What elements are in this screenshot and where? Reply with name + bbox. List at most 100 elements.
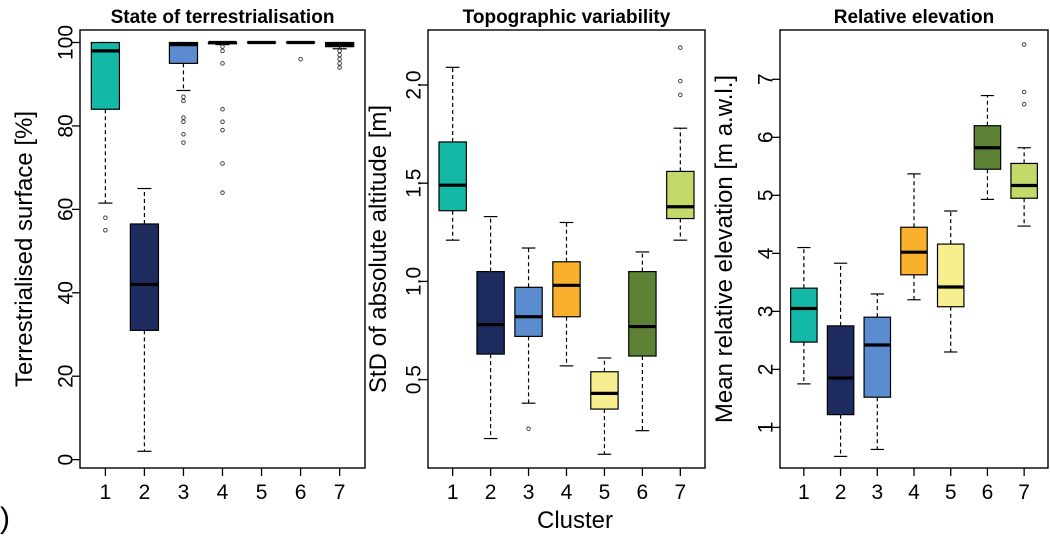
x-tick-label: 7 bbox=[334, 481, 346, 504]
iqr-box bbox=[90, 41, 121, 110]
panel-3: Relative elevation Mean relative elevatio… bbox=[711, 7, 1049, 504]
outlier-point bbox=[181, 119, 186, 125]
x-tick-label: 7 bbox=[674, 481, 686, 504]
outlier-point bbox=[181, 140, 186, 145]
x-tick-label: 3 bbox=[523, 481, 535, 504]
x-tick-label: 4 bbox=[561, 481, 573, 504]
box-cluster-4 bbox=[207, 40, 238, 195]
x-tick-label: 1 bbox=[100, 481, 112, 504]
y-tick-label: 80 bbox=[55, 114, 78, 137]
box-cluster-3 bbox=[168, 41, 199, 145]
outlier-point bbox=[678, 78, 683, 84]
outlier-point bbox=[678, 92, 683, 98]
x-tick-label: 5 bbox=[945, 481, 957, 504]
outlier-point bbox=[337, 61, 342, 66]
y-tick-label: 100 bbox=[55, 25, 78, 60]
outlier-point bbox=[1021, 42, 1027, 47]
iqr-box bbox=[666, 170, 695, 220]
y-tick-label: 2 bbox=[755, 364, 778, 376]
y-tick-label: 1.5 bbox=[403, 169, 426, 198]
box-cluster-5 bbox=[936, 210, 965, 353]
iqr-box bbox=[936, 243, 965, 308]
iqr-box bbox=[790, 287, 818, 343]
x-tick-label: 2 bbox=[835, 481, 847, 504]
box-cluster-6 bbox=[973, 94, 1002, 200]
box-cluster-2 bbox=[129, 187, 160, 452]
iqr-box bbox=[476, 270, 505, 355]
iqr-box bbox=[514, 286, 543, 338]
y-tick-label: 5 bbox=[755, 189, 778, 201]
x-tick-label: 4 bbox=[908, 481, 920, 504]
y-tick-label: 1 bbox=[755, 422, 778, 434]
panel-title: State of terrestrialisation bbox=[111, 7, 335, 28]
box-cluster-3 bbox=[863, 293, 892, 451]
outlier-point bbox=[103, 227, 108, 233]
outlier-point bbox=[1021, 102, 1027, 107]
iqr-box bbox=[1010, 162, 1038, 199]
y-tick-label: 40 bbox=[55, 281, 78, 304]
box-cluster-1 bbox=[790, 246, 818, 385]
box-cluster-7 bbox=[666, 45, 695, 241]
outlier-point bbox=[181, 132, 186, 137]
x-tick-label: 6 bbox=[637, 481, 649, 504]
x-tick-label: 5 bbox=[599, 481, 611, 504]
box-cluster-2 bbox=[826, 262, 855, 457]
outlier-point bbox=[337, 65, 342, 70]
outlier-point bbox=[220, 161, 225, 166]
outlier-point bbox=[220, 107, 225, 112]
outlier-point bbox=[220, 44, 225, 49]
panel-title: Relative elevation bbox=[834, 7, 995, 28]
outlier-point bbox=[181, 98, 186, 104]
y-tick-label: 3 bbox=[755, 306, 778, 318]
iqr-box bbox=[826, 325, 855, 416]
y-tick-label: 2.0 bbox=[403, 70, 426, 99]
box-cluster-5 bbox=[590, 357, 619, 455]
box-cluster-7 bbox=[324, 41, 355, 70]
x-tick-label: 6 bbox=[295, 481, 307, 504]
iqr-box bbox=[552, 261, 581, 318]
iqr-box bbox=[863, 316, 892, 398]
box-cluster-1 bbox=[90, 41, 121, 233]
box-cluster-1 bbox=[438, 66, 467, 241]
iqr-box bbox=[129, 223, 160, 331]
y-axis-label: StD of absolute altitude [m] bbox=[365, 105, 392, 393]
box-cluster-6 bbox=[628, 251, 657, 432]
x-axis-label: Cluster bbox=[537, 507, 613, 534]
x-tick-label: 3 bbox=[178, 481, 190, 504]
iqr-box bbox=[628, 270, 657, 357]
box-cluster-3 bbox=[514, 247, 543, 431]
panel-1: State of terrestrialisation Terrestrialis… bbox=[11, 7, 366, 504]
box-cluster-2 bbox=[476, 215, 505, 440]
plot-frame bbox=[79, 29, 366, 469]
outlier-point bbox=[181, 115, 186, 120]
panel-label-fragment: ) bbox=[0, 502, 10, 535]
x-tick-label: 2 bbox=[485, 481, 497, 504]
outlier-point bbox=[526, 426, 531, 431]
panel-title: Topographic variability bbox=[463, 7, 671, 28]
outlier-point bbox=[220, 48, 225, 54]
outlier-point bbox=[337, 48, 342, 54]
x-tick-label: 7 bbox=[1018, 481, 1030, 504]
y-tick-label: 60 bbox=[55, 198, 78, 221]
outlier-point bbox=[220, 127, 225, 133]
y-tick-label: 0.5 bbox=[403, 365, 426, 394]
y-tick-label: 1.0 bbox=[403, 267, 426, 296]
outlier-point bbox=[678, 45, 683, 50]
outlier-point bbox=[181, 94, 186, 99]
box-cluster-4 bbox=[900, 173, 928, 301]
iqr-box bbox=[590, 371, 619, 410]
y-tick-label: 4 bbox=[755, 247, 778, 259]
y-axis-label: Mean relative elevation [m a.w.l.] bbox=[711, 75, 738, 423]
outlier-point bbox=[298, 56, 303, 62]
iqr-box bbox=[168, 41, 199, 64]
outlier-point bbox=[103, 215, 108, 220]
outlier-point bbox=[220, 61, 225, 66]
outlier-point bbox=[337, 56, 342, 62]
x-tick-label: 5 bbox=[256, 481, 268, 504]
x-tick-label: 1 bbox=[447, 481, 459, 504]
x-tick-label: 6 bbox=[982, 481, 994, 504]
outlier-point bbox=[220, 190, 225, 195]
plot-frame bbox=[427, 29, 706, 469]
y-tick-label: 6 bbox=[755, 131, 778, 143]
